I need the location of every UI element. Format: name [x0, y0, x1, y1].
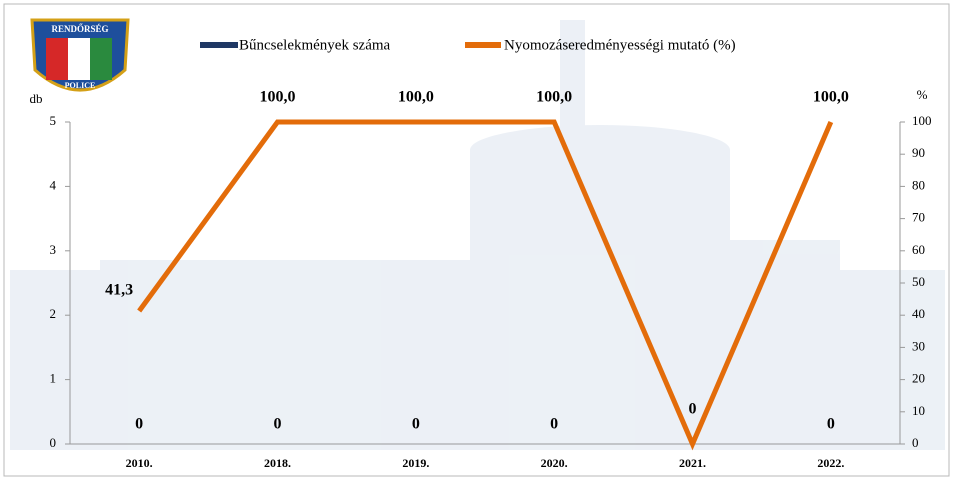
x-tick-label: 2010.	[126, 456, 153, 470]
x-tick-label: 2018.	[264, 456, 291, 470]
y2-tick-label: 20	[912, 371, 925, 386]
frame	[3, 3, 950, 477]
logo: RENDŐRSÉG POLICE	[30, 18, 130, 92]
logo-text: RENDŐRSÉG	[51, 24, 108, 34]
legend-label: Nyomozáseredményességi mutató (%)	[504, 37, 736, 53]
data-label: 0	[827, 416, 835, 433]
y2-tick-label: 80	[912, 177, 925, 192]
y-tick-label: 3	[50, 242, 57, 257]
data-label: 100,0	[813, 89, 849, 106]
y-tick-label: 1	[50, 371, 57, 386]
y2-tick-label: 40	[912, 306, 925, 321]
y2-tick-label: 10	[912, 403, 925, 418]
data-label: 41,3	[105, 282, 133, 299]
background-image	[10, 20, 945, 450]
data-label: 0	[550, 416, 558, 433]
y2-tick-label: 0	[912, 435, 919, 450]
data-label: 100,0	[536, 89, 572, 106]
x-tick-label: 2022.	[817, 456, 844, 470]
y2-axis-label: %	[917, 87, 928, 102]
data-label: 0	[412, 416, 420, 433]
data-label: 100,0	[398, 89, 434, 106]
legend-label: Bűncselekmények száma	[239, 37, 391, 53]
data-label: 0	[135, 416, 143, 433]
logo-text: POLICE	[65, 81, 96, 90]
legend-swatch	[200, 42, 238, 48]
x-tick-label: 2019.	[402, 456, 429, 470]
y2-tick-label: 60	[912, 242, 925, 257]
y-tick-label: 4	[50, 177, 57, 192]
x-tick-label: 2020.	[541, 456, 568, 470]
y-tick-label: 2	[50, 306, 57, 321]
y2-tick-label: 50	[912, 274, 925, 289]
y2-tick-label: 30	[912, 338, 925, 353]
data-label: 0	[689, 401, 697, 418]
y-tick-label: 5	[50, 113, 57, 128]
y2-tick-label: 70	[912, 210, 925, 225]
y-axis-label: db	[30, 91, 43, 106]
line	[137, 119, 834, 451]
data-label: 100,0	[260, 89, 296, 106]
y-tick-label: 0	[50, 435, 57, 450]
data-label: 0	[274, 416, 282, 433]
x-tick-label: 2021.	[679, 456, 706, 470]
y2-tick-label: 90	[912, 145, 925, 160]
y2-tick-label: 100	[912, 113, 932, 128]
